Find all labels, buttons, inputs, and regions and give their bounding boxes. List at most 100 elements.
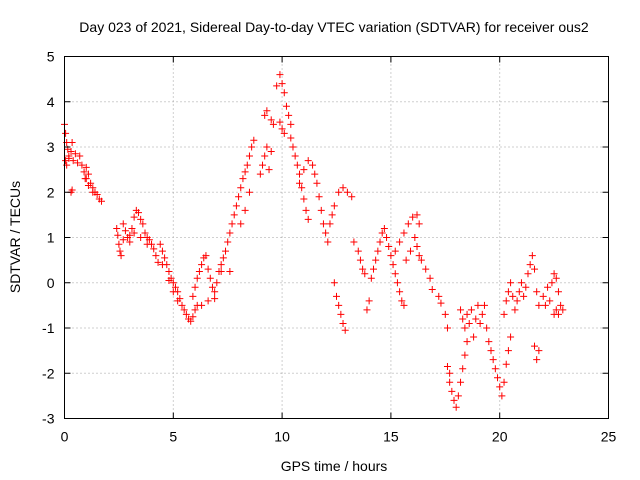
data-point bbox=[426, 274, 434, 282]
data-point bbox=[69, 157, 77, 165]
data-point bbox=[509, 292, 517, 300]
data-point bbox=[156, 240, 164, 248]
data-point bbox=[82, 175, 90, 183]
data-point bbox=[134, 209, 142, 217]
data-point bbox=[483, 324, 491, 332]
data-point bbox=[554, 288, 562, 296]
data-point bbox=[348, 193, 356, 201]
data-point bbox=[502, 360, 510, 368]
data-point bbox=[531, 342, 539, 350]
data-point bbox=[526, 261, 534, 269]
data-point bbox=[415, 252, 423, 260]
data-point bbox=[500, 310, 508, 318]
data-point bbox=[309, 161, 317, 169]
data-point bbox=[550, 310, 558, 318]
data-point bbox=[195, 267, 203, 275]
data-point bbox=[472, 315, 480, 323]
data-point bbox=[380, 224, 388, 232]
data-point bbox=[391, 247, 399, 255]
y-tick-labels: -3 -2 -1 0 1 2 3 4 5 bbox=[42, 49, 55, 427]
data-point bbox=[265, 166, 273, 174]
data-point bbox=[480, 301, 488, 309]
data-point bbox=[391, 270, 399, 278]
data-point bbox=[217, 267, 225, 275]
data-point bbox=[398, 297, 406, 305]
data-point bbox=[245, 188, 253, 196]
data-point bbox=[504, 288, 512, 296]
data-point bbox=[289, 143, 297, 151]
data-point bbox=[413, 243, 421, 251]
data-point bbox=[322, 229, 330, 237]
data-point bbox=[263, 143, 271, 151]
data-point bbox=[161, 254, 169, 262]
data-point bbox=[544, 283, 552, 291]
data-point bbox=[437, 299, 445, 307]
data-point bbox=[241, 168, 249, 176]
data-point bbox=[339, 319, 347, 327]
data-point bbox=[511, 306, 519, 314]
data-point bbox=[494, 374, 502, 382]
data-point bbox=[406, 247, 414, 255]
data-point bbox=[169, 288, 177, 296]
data-point bbox=[535, 301, 543, 309]
data-point bbox=[522, 283, 530, 291]
data-point bbox=[400, 301, 408, 309]
data-point bbox=[498, 392, 506, 400]
data-point bbox=[450, 396, 458, 404]
x-tick-label: 10 bbox=[274, 429, 290, 445]
data-point bbox=[520, 292, 528, 300]
data-point bbox=[222, 247, 230, 255]
data-point bbox=[282, 102, 290, 110]
data-point bbox=[245, 152, 253, 160]
data-point bbox=[400, 229, 408, 237]
data-point bbox=[467, 306, 475, 314]
data-point bbox=[226, 229, 234, 237]
data-point bbox=[119, 220, 127, 228]
data-point bbox=[385, 243, 393, 251]
data-point bbox=[130, 213, 138, 221]
data-point bbox=[121, 227, 129, 235]
data-point bbox=[435, 292, 443, 300]
data-point bbox=[243, 161, 251, 169]
data-point bbox=[533, 356, 541, 364]
data-point bbox=[304, 157, 312, 165]
x-tick-label: 20 bbox=[492, 429, 508, 445]
data-point bbox=[276, 71, 284, 79]
data-point bbox=[208, 283, 216, 291]
data-point bbox=[443, 362, 451, 370]
data-point bbox=[333, 292, 340, 300]
data-point bbox=[330, 279, 338, 287]
y-tick-label: -1 bbox=[42, 320, 55, 336]
data-points bbox=[61, 71, 567, 411]
data-point bbox=[369, 265, 377, 273]
data-point bbox=[78, 161, 86, 169]
data-point bbox=[335, 301, 343, 309]
data-point bbox=[115, 240, 123, 248]
data-point bbox=[211, 288, 219, 296]
data-point bbox=[126, 231, 134, 239]
data-point bbox=[546, 297, 554, 305]
data-point bbox=[361, 270, 369, 278]
data-point bbox=[500, 378, 508, 386]
data-point bbox=[376, 238, 384, 246]
data-point bbox=[269, 120, 277, 128]
data-point bbox=[141, 229, 149, 237]
data-point bbox=[559, 306, 567, 314]
data-point bbox=[187, 317, 195, 325]
data-point bbox=[174, 297, 182, 305]
data-point bbox=[531, 265, 539, 273]
data-point bbox=[278, 125, 286, 133]
data-point bbox=[491, 365, 499, 373]
data-point bbox=[413, 211, 421, 219]
data-point bbox=[298, 184, 306, 192]
data-point bbox=[465, 319, 473, 327]
data-point bbox=[478, 310, 486, 318]
x-tick-label: 0 bbox=[61, 429, 69, 445]
data-point bbox=[219, 254, 227, 262]
data-point bbox=[485, 338, 493, 346]
data-point bbox=[507, 279, 515, 287]
data-point bbox=[248, 143, 256, 151]
data-point bbox=[285, 111, 293, 119]
data-point bbox=[67, 148, 75, 156]
data-point bbox=[517, 279, 525, 287]
